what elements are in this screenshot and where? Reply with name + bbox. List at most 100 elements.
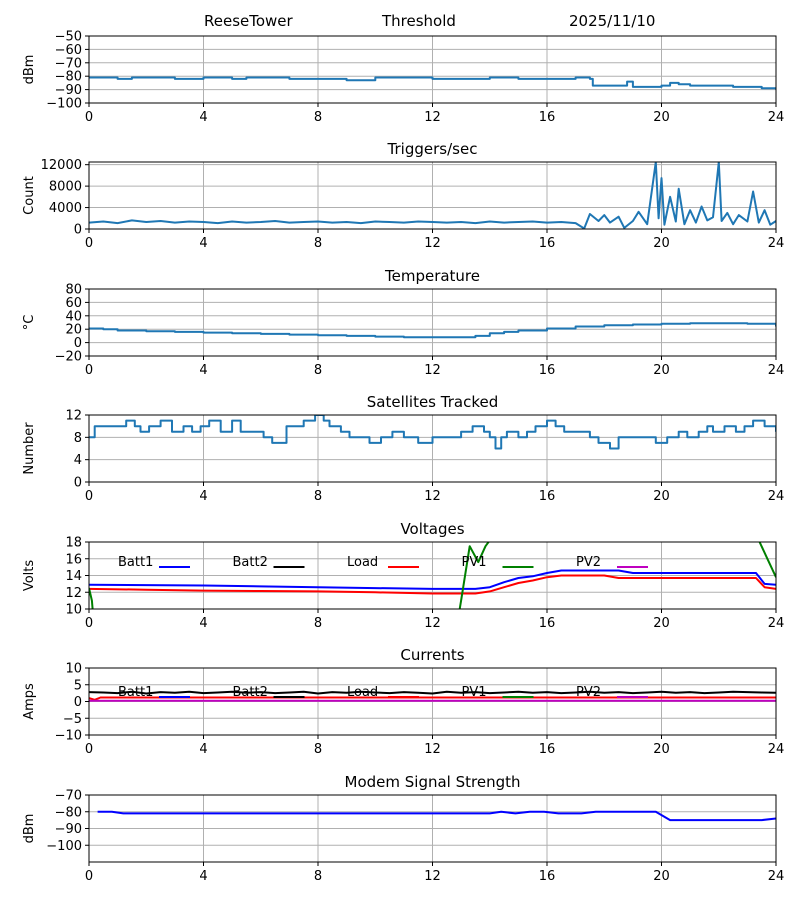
chart-title: Modem Signal Strength [345,773,521,791]
x-tick-label: 20 [653,742,670,757]
y-tick-label: 0 [74,476,82,491]
y-tick-label: 14 [65,569,82,584]
y-tick-label: 4 [74,453,82,468]
series-line-pv1 [89,542,776,609]
legend-label-batt2: Batt2 [233,555,268,570]
legend-label-batt1: Batt1 [118,555,153,570]
y-tick-label: 40 [65,309,82,324]
y-tick-label: 12 [65,409,82,424]
legend-label-pv1: PV1 [462,685,487,700]
legend-label-pv2: PV2 [576,555,601,570]
x-tick-label: 4 [199,489,207,504]
x-tick-label: 8 [314,236,322,251]
y-tick-label: 8 [74,431,82,446]
y-tick-label: −100 [46,839,82,854]
legend-label-batt2: Batt2 [233,685,268,700]
x-tick-label: 20 [653,363,670,378]
y-tick-label: −5 [63,712,82,727]
y-tick-label: −50 [55,30,82,45]
x-tick-label: 4 [199,110,207,125]
y-tick-label: 12 [65,586,82,601]
series-group [89,690,776,702]
series-line-batt1 [89,569,776,590]
header-title: Threshold [382,12,456,30]
x-tick-label: 24 [768,869,785,884]
x-tick-label: 16 [539,363,556,378]
x-tick-label: 20 [653,489,670,504]
x-tick-label: 12 [424,110,441,125]
series-group [97,810,776,822]
chart-title: Voltages [400,520,464,538]
series-line-temperature [89,322,776,339]
chart-satellites: 0 4 8 12 16 20 24 0 4 8 12 Satellites Tracked Number [22,393,784,504]
x-tick-label: 24 [768,110,785,125]
x-tick-label: 12 [424,489,441,504]
chart-modem: 0 4 8 12 16 20 24 −100 −90 −80−70 Modem Signal Str… [22,773,784,884]
y-tick-label: 80 [65,283,82,298]
x-tick-label: 4 [199,869,207,884]
y-tick-label: 0 [74,223,82,238]
y-tick-label: −60 [55,43,82,58]
y-tick-label: 5 [74,678,82,693]
header-station: ReeseTower [204,12,293,30]
x-tick-label: 12 [424,363,441,378]
y-axis-label: Volts [22,560,37,592]
x-tick-label: 16 [539,489,556,504]
x-tick-label: 20 [653,236,670,251]
y-tick-label: −80 [55,805,82,820]
chart-title: Satellites Tracked [367,393,498,411]
x-tick-label: 0 [85,363,93,378]
x-tick-label: 4 [199,742,207,757]
y-tick-label: −10 [55,729,82,744]
header-date: 2025/11/10 [569,12,656,30]
y-tick-label: 10 [65,662,82,677]
x-tick-label: 16 [539,616,556,631]
legend-label-load: Load [347,555,378,570]
x-tick-label: 8 [314,363,322,378]
legend-label-load: Load [347,685,378,700]
x-tick-label: 0 [85,616,93,631]
x-tick-label: 0 [85,110,93,125]
series-line-threshold [89,76,776,90]
series-line-triggers [89,162,776,229]
x-tick-label: 24 [768,616,785,631]
series-line-batt2 [89,690,776,695]
x-tick-label: 8 [314,742,322,757]
y-tick-label: 8000 [49,180,82,195]
x-tick-label: 24 [768,236,785,251]
x-tick-label: 24 [768,363,785,378]
series-line-load [89,574,776,595]
y-tick-label: −70 [55,789,82,804]
y-tick-label: 0 [74,695,82,710]
y-tick-label: 20 [65,323,82,338]
x-tick-label: 16 [539,110,556,125]
series-group [89,162,776,229]
x-tick-label: 0 [85,236,93,251]
x-tick-label: 4 [199,236,207,251]
y-tick-label: 0 [74,336,82,351]
x-tick-label: 16 [539,236,556,251]
series-line-load [89,696,776,701]
chart-triggers: 0 4 8 12 16 20 24 0 4000 8000 12000 Triggers/sec Cou… [22,140,784,251]
y-tick-label: 16 [65,552,82,567]
x-tick-label: 24 [768,489,785,504]
y-axis-label: Count [22,176,37,215]
x-tick-label: 0 [85,489,93,504]
legend-label-pv1: PV1 [462,555,487,570]
y-tick-label: 60 [65,296,82,311]
x-tick-label: 12 [424,742,441,757]
y-axis-label: dBm [22,55,37,85]
x-tick-label: 24 [768,742,785,757]
x-tick-label: 12 [424,869,441,884]
chart-title: Currents [400,646,464,664]
x-tick-label: 8 [314,110,322,125]
y-axis-label: dBm [22,814,37,844]
chart-threshold: 0 4 8 12 16 20 24 −100−90−80−70−60−50 dBm [22,30,784,126]
series-group [89,76,776,90]
y-axis-label: Amps [22,683,37,720]
x-tick-label: 16 [539,742,556,757]
x-tick-label: 20 [653,110,670,125]
